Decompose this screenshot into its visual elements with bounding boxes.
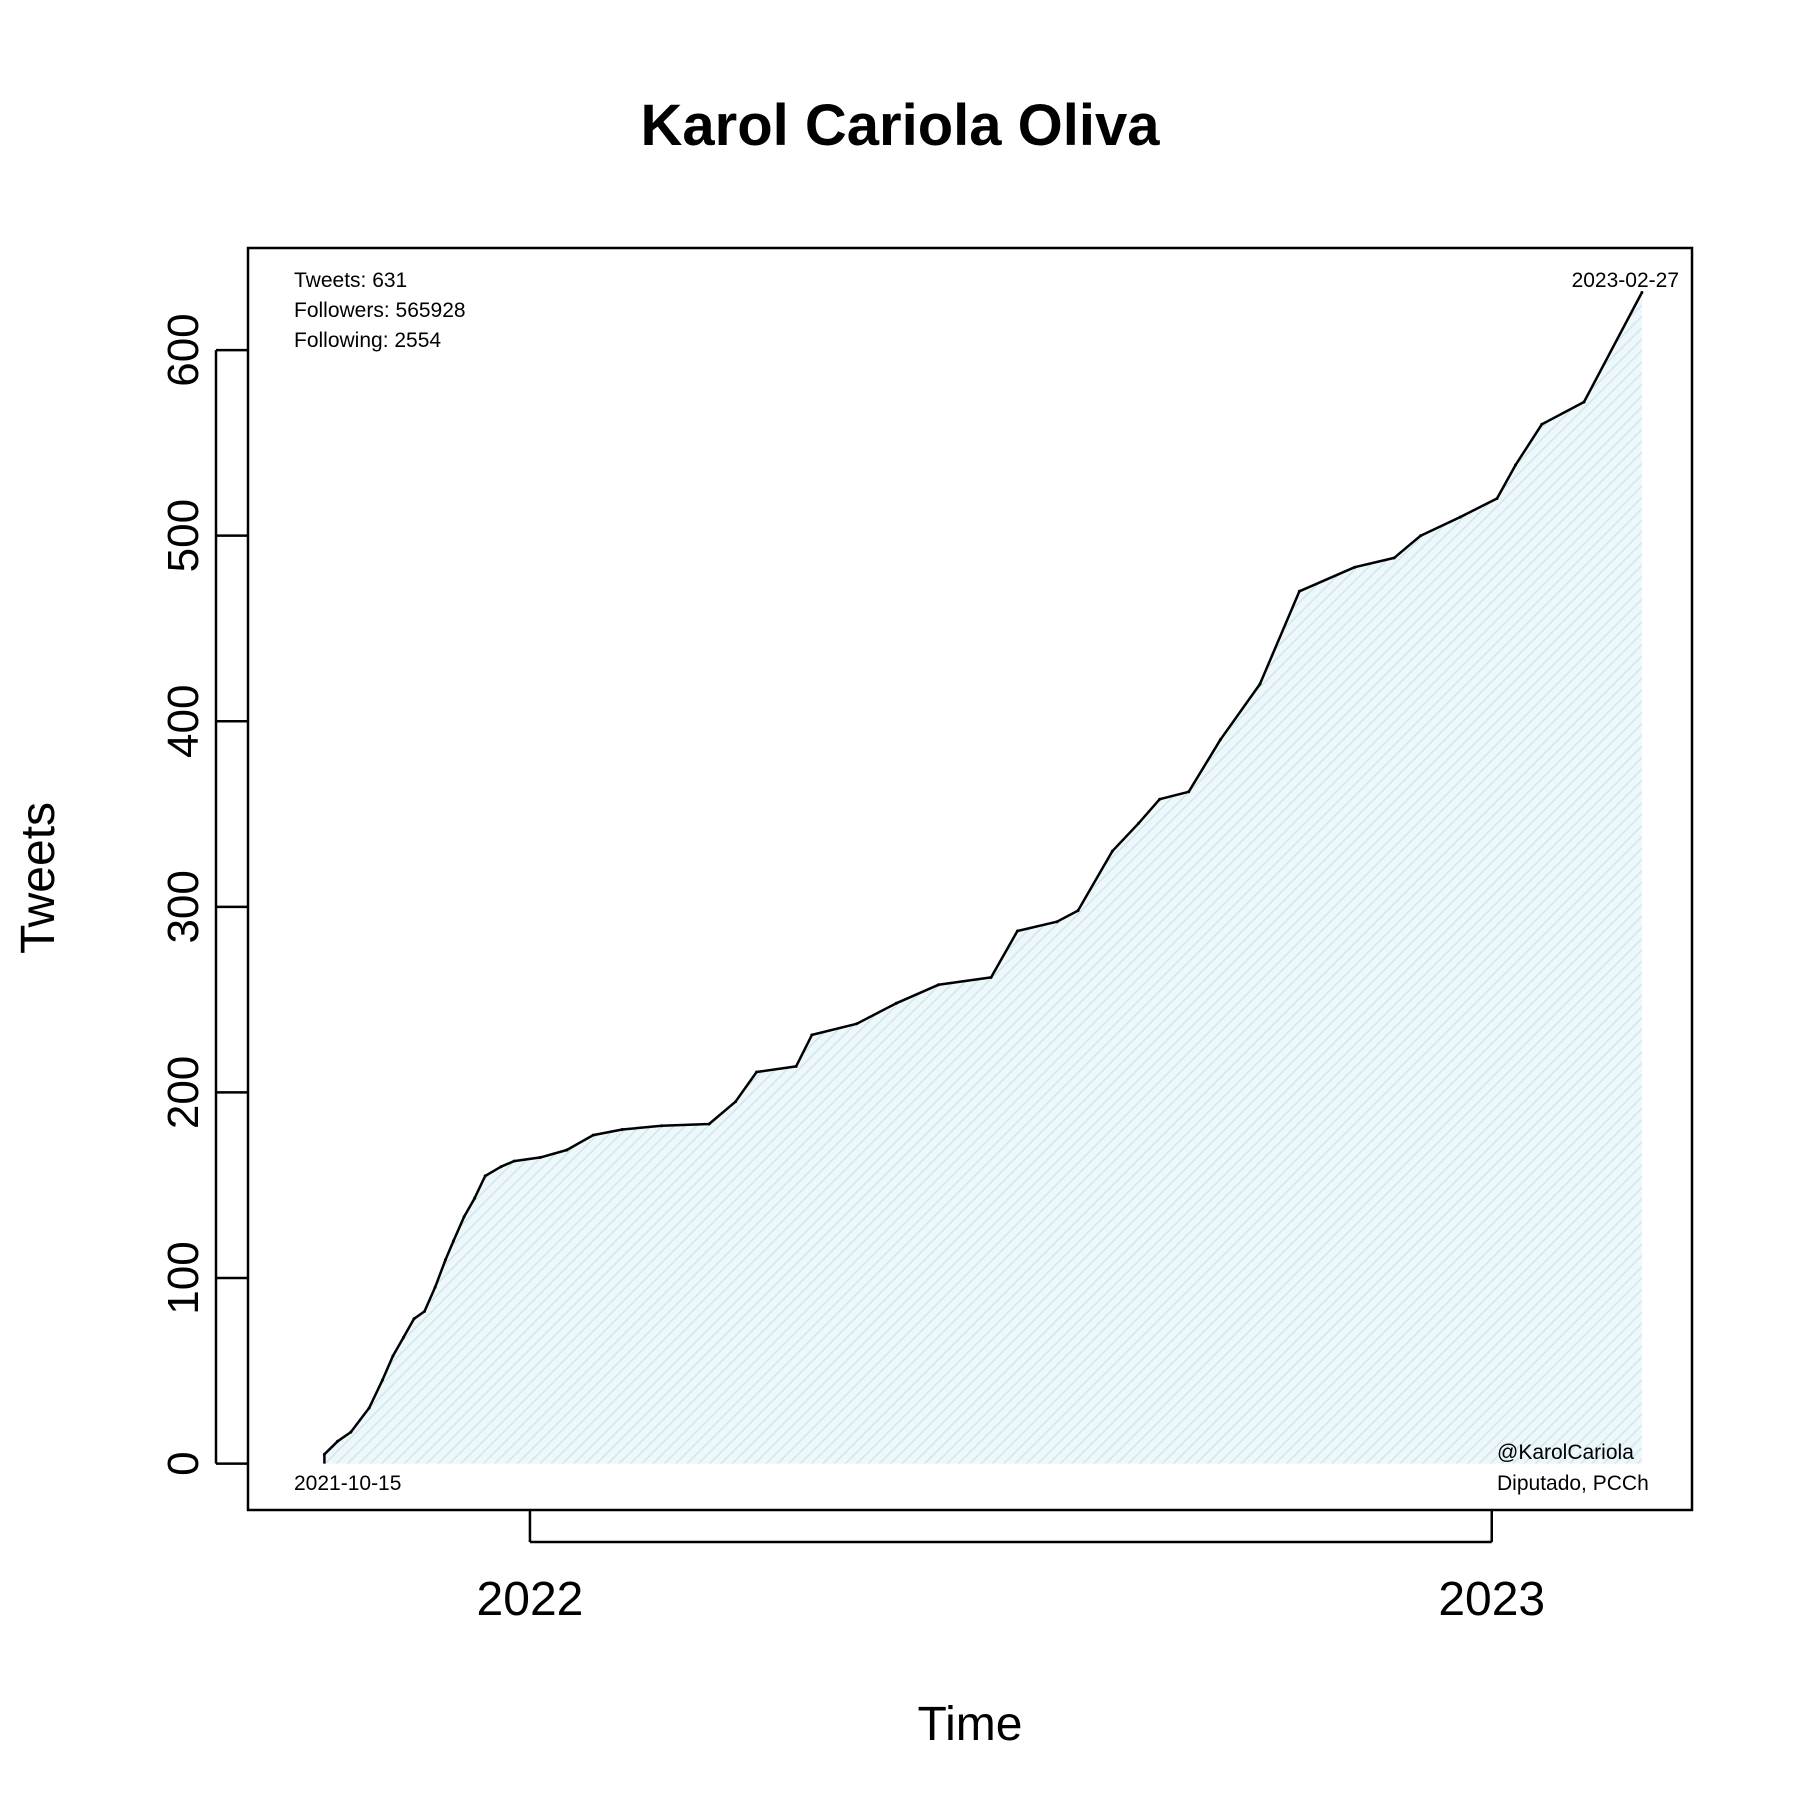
data-point-15 [499, 1165, 503, 1169]
end-date-label: 2023-02-27 [1572, 269, 1679, 292]
y-axis-label: Tweets [12, 802, 65, 954]
x-tick-label-2022: 2022 [477, 1573, 584, 1626]
data-point-14 [483, 1174, 487, 1178]
data-point-39 [1258, 682, 1262, 686]
stat-followers: Followers: 565928 [294, 299, 466, 322]
affiliation-label: Diputado, PCCh [1497, 1472, 1649, 1495]
data-point-24 [755, 1070, 759, 1074]
stat-tweets: Tweets: 631 [294, 269, 407, 292]
data-point-32 [1055, 920, 1059, 924]
data-point-29 [936, 983, 940, 987]
data-point-11 [452, 1239, 455, 1243]
data-point-37 [1187, 790, 1191, 794]
data-point-42 [1392, 556, 1396, 560]
y-axis: 0 100 200 300 400 500 600 [159, 313, 248, 1476]
data-point-22 [707, 1122, 711, 1126]
data-point-17 [539, 1155, 542, 1159]
data-point-0 [322, 1452, 326, 1456]
data-point-35 [1137, 821, 1141, 825]
x-axis-label: Time [918, 1698, 1023, 1751]
y-tick-label-200: 200 [159, 1056, 208, 1129]
y-tick-label-0: 0 [159, 1451, 208, 1475]
data-point-26 [810, 1033, 814, 1037]
y-tick-label-300: 300 [159, 870, 208, 943]
data-point-30 [989, 975, 993, 979]
data-point-45 [1495, 497, 1499, 500]
data-point-27 [855, 1022, 859, 1026]
start-date-label: 2021-10-15 [294, 1472, 401, 1495]
stat-following: Following: 2554 [294, 329, 441, 352]
y-tick-label-100: 100 [159, 1241, 208, 1314]
data-point-33 [1076, 909, 1080, 913]
data-point-4 [380, 1378, 384, 1382]
data-point-46 [1514, 463, 1517, 467]
data-point-7 [412, 1317, 416, 1321]
x-axis: 2022 2023 [477, 1510, 1545, 1626]
plot-frame [246, 246, 1694, 1512]
data-point-31 [1015, 929, 1019, 933]
data-point-41 [1353, 565, 1357, 569]
data-point-44 [1458, 515, 1462, 519]
data-point-10 [444, 1258, 448, 1261]
series-area-fill [324, 292, 1642, 1464]
data-point-6 [402, 1335, 405, 1339]
chart-title: Karol Cariola Oliva [640, 93, 1160, 158]
data-point-40 [1297, 589, 1301, 593]
data-point-49 [1640, 291, 1644, 294]
data-point-28 [894, 1001, 898, 1005]
y-tick-label-500: 500 [159, 499, 208, 572]
data-point-38 [1218, 738, 1222, 742]
data-point-12 [462, 1215, 466, 1219]
data-point-2 [349, 1430, 353, 1434]
data-point-47 [1540, 422, 1544, 426]
data-point-3 [367, 1406, 371, 1410]
data-point-13 [473, 1196, 477, 1200]
handle-label: @KarolCariola [1497, 1441, 1634, 1464]
data-point-16 [512, 1159, 516, 1163]
data-point-21 [660, 1124, 664, 1128]
data-point-18 [565, 1148, 569, 1152]
x-tick-label-2023: 2023 [1438, 1573, 1545, 1626]
data-point-9 [433, 1285, 437, 1289]
data-point-5 [391, 1354, 395, 1358]
data-point-34 [1110, 849, 1114, 853]
y-tick-label-400: 400 [159, 685, 208, 758]
data-point-43 [1419, 534, 1423, 538]
data-point-20 [620, 1128, 624, 1131]
data-point-19 [591, 1133, 595, 1137]
data-point-36 [1158, 797, 1162, 801]
data-point-8 [423, 1309, 426, 1313]
y-tick-label-600: 600 [159, 313, 208, 386]
plot-area [322, 291, 1644, 1464]
data-point-1 [336, 1439, 340, 1443]
data-point-23 [734, 1100, 737, 1104]
data-point-48 [1582, 400, 1586, 404]
data-point-25 [794, 1064, 798, 1068]
